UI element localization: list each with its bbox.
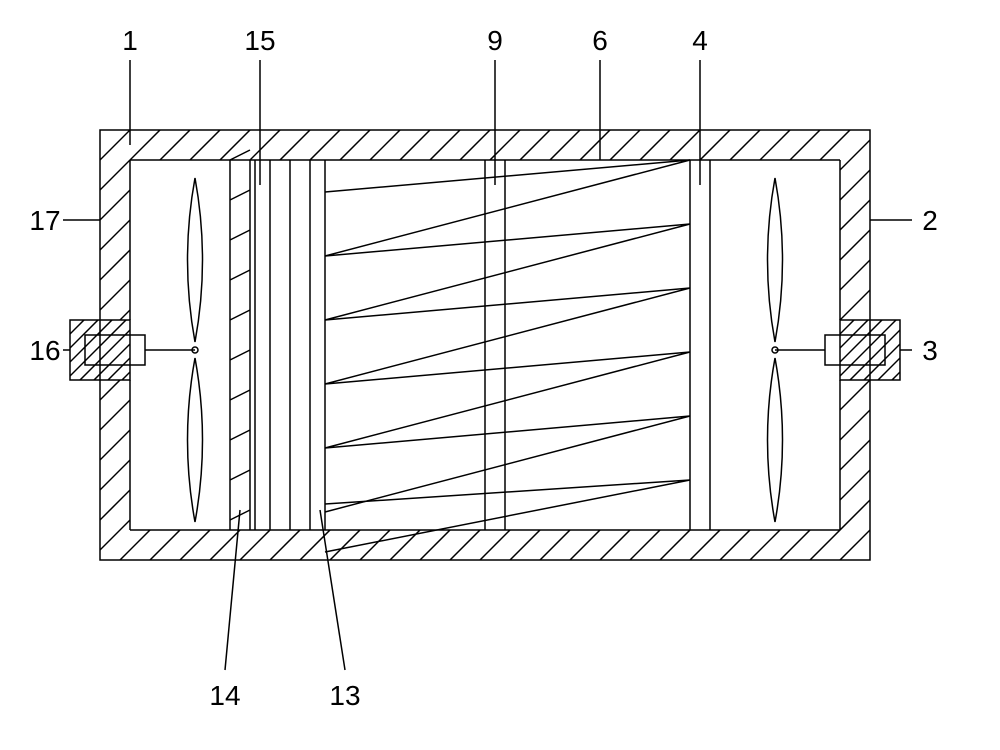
callout-2: 2 [922, 205, 938, 236]
callout-16: 16 [29, 335, 60, 366]
callout-4: 4 [692, 25, 708, 56]
callout-6: 6 [592, 25, 608, 56]
callout-1: 1 [122, 25, 138, 56]
leader-line [320, 510, 345, 670]
leader-line [225, 510, 240, 670]
callout-9: 9 [487, 25, 503, 56]
housing-hatch [0, 130, 1000, 560]
left-fan [145, 178, 203, 522]
callout-14: 14 [209, 680, 240, 711]
callout-13: 13 [329, 680, 360, 711]
technical-diagram: 1 15 9 6 4 2 3 17 16 14 13 [0, 0, 1000, 750]
pleated-element [325, 160, 690, 552]
callout-3: 3 [922, 335, 938, 366]
callout-17: 17 [29, 205, 60, 236]
callout-15: 15 [244, 25, 275, 56]
right-fan [768, 178, 826, 522]
